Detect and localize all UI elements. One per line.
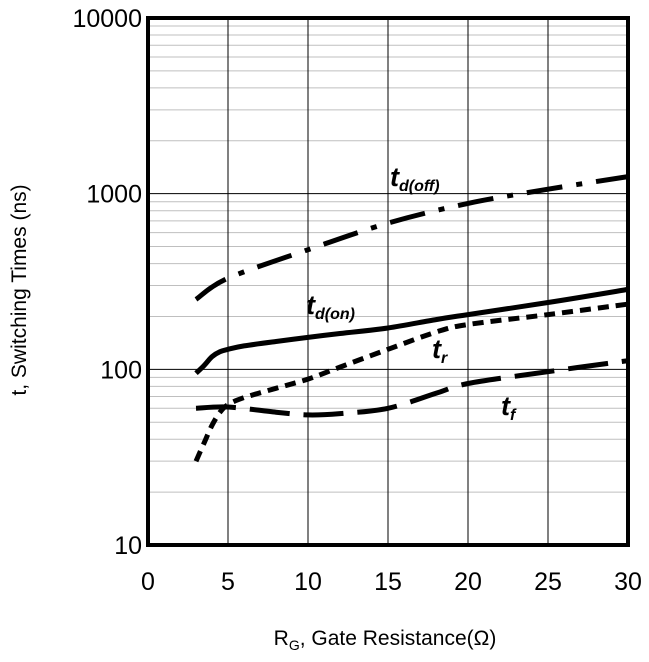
x-axis-title-sub: G — [289, 637, 300, 653]
series-line-2 — [193, 301, 629, 463]
x-tick-label: 30 — [614, 568, 642, 596]
series-label-td-on: td(on) — [306, 290, 355, 323]
series-layer — [193, 174, 629, 463]
y-tick-label: 1000 — [86, 181, 142, 209]
series-line-0 — [194, 174, 629, 302]
x-tick-label: 15 — [374, 568, 402, 596]
x-tick-label: 5 — [221, 568, 235, 596]
x-axis-title-main: R — [274, 627, 289, 650]
x-tick-label: 10 — [294, 568, 322, 596]
x-tick-label: 25 — [534, 568, 562, 596]
x-axis-title: RG, Gate Resistance(Ω) — [274, 627, 497, 653]
y-tick-labels: 10 100 1000 10000 — [72, 5, 142, 560]
y-axis-title: t, Switching Times (ns) — [8, 184, 31, 395]
series-line-3 — [195, 358, 629, 418]
x-tick-label: 20 — [454, 568, 482, 596]
y-tick-label: 10000 — [72, 5, 142, 33]
x-tick-labels: 0 5 10 15 20 25 30 — [141, 568, 642, 596]
series-line-1 — [194, 286, 629, 376]
x-tick-label: 0 — [141, 568, 155, 596]
x-axis-title-rest: , Gate Resistance(Ω) — [300, 627, 497, 650]
series-label-td-off: td(off) — [390, 162, 440, 195]
series-label-tf: tf — [501, 391, 517, 424]
plot-frame — [146, 16, 630, 547]
y-tick-label: 100 — [100, 356, 142, 384]
series-label-tr: tr — [432, 334, 448, 367]
y-tick-label: 10 — [114, 532, 142, 560]
